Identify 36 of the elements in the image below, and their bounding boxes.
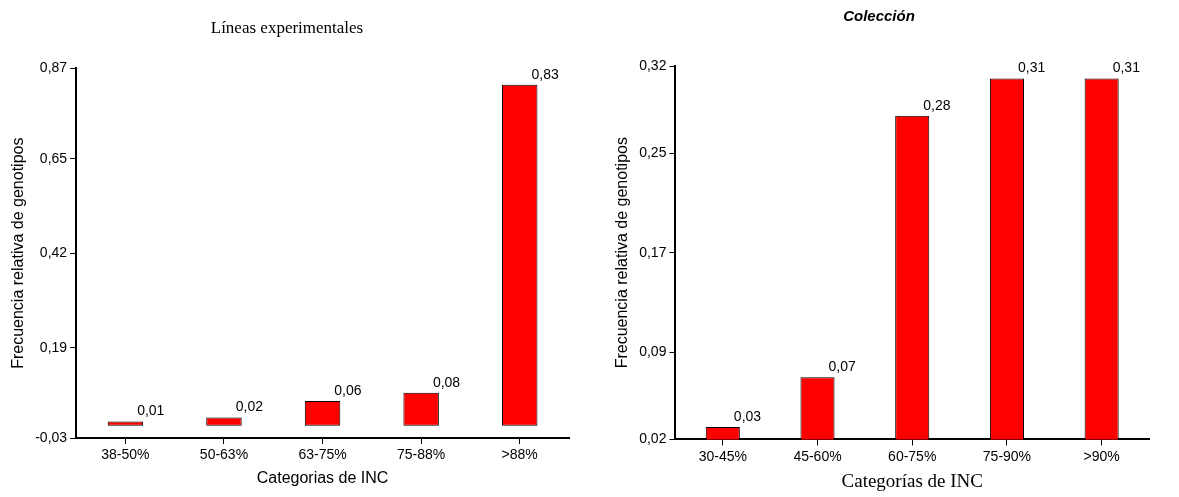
data-label: 0,02 <box>235 398 264 415</box>
x-tick-label: >90% <box>1083 447 1120 464</box>
x-axis-title: Categorías de INC <box>841 469 983 491</box>
data-label: 0,83 <box>531 65 559 82</box>
data-label: 0,06 <box>334 381 362 398</box>
x-tick-label: 75-88% <box>397 446 446 463</box>
y-tick-label: 0,02 <box>639 430 667 447</box>
x-tick-label: 50-63% <box>199 446 249 463</box>
y-tick-label: 0,87 <box>39 59 68 76</box>
y-tick-label: 0,32 <box>639 56 667 73</box>
y-tick-label: 0,19 <box>39 338 68 355</box>
y-tick-label: 0,65 <box>39 149 68 166</box>
data-label: 0,28 <box>923 96 951 113</box>
y-tick-label: -0,03 <box>35 428 68 445</box>
chart-title: Líneas experimentales <box>210 17 364 37</box>
y-axis-title: Frecuencia relativa de genotipos <box>9 137 27 369</box>
x-tick-label: 63-75% <box>298 446 347 463</box>
data-label: 0,03 <box>733 407 762 424</box>
x-tick-label: 30-45% <box>698 447 747 464</box>
y-tick-label: 0,42 <box>39 244 68 261</box>
x-tick-label: 75-90% <box>982 447 1032 464</box>
data-label: 0,31 <box>1017 59 1046 76</box>
data-label: 0,01 <box>137 402 165 419</box>
x-tick-label: >88% <box>501 446 538 463</box>
x-tick-label: 45-60% <box>793 447 842 464</box>
x-axis-title: Categorias de INC <box>256 468 389 486</box>
y-tick-label: 0,25 <box>639 143 667 160</box>
x-tick-label: 60-75% <box>888 447 937 464</box>
data-label: 0,07 <box>828 358 857 375</box>
y-axis-title: Frecuencia relativa de genotipos <box>613 137 631 369</box>
data-label: 0,31 <box>1112 59 1141 76</box>
y-tick-label: 0,09 <box>639 343 667 360</box>
chart-title: Colección <box>843 7 915 25</box>
x-tick-label: 38-50% <box>101 446 150 463</box>
data-label: 0,08 <box>432 373 461 390</box>
y-tick-label: 0,17 <box>639 243 667 260</box>
